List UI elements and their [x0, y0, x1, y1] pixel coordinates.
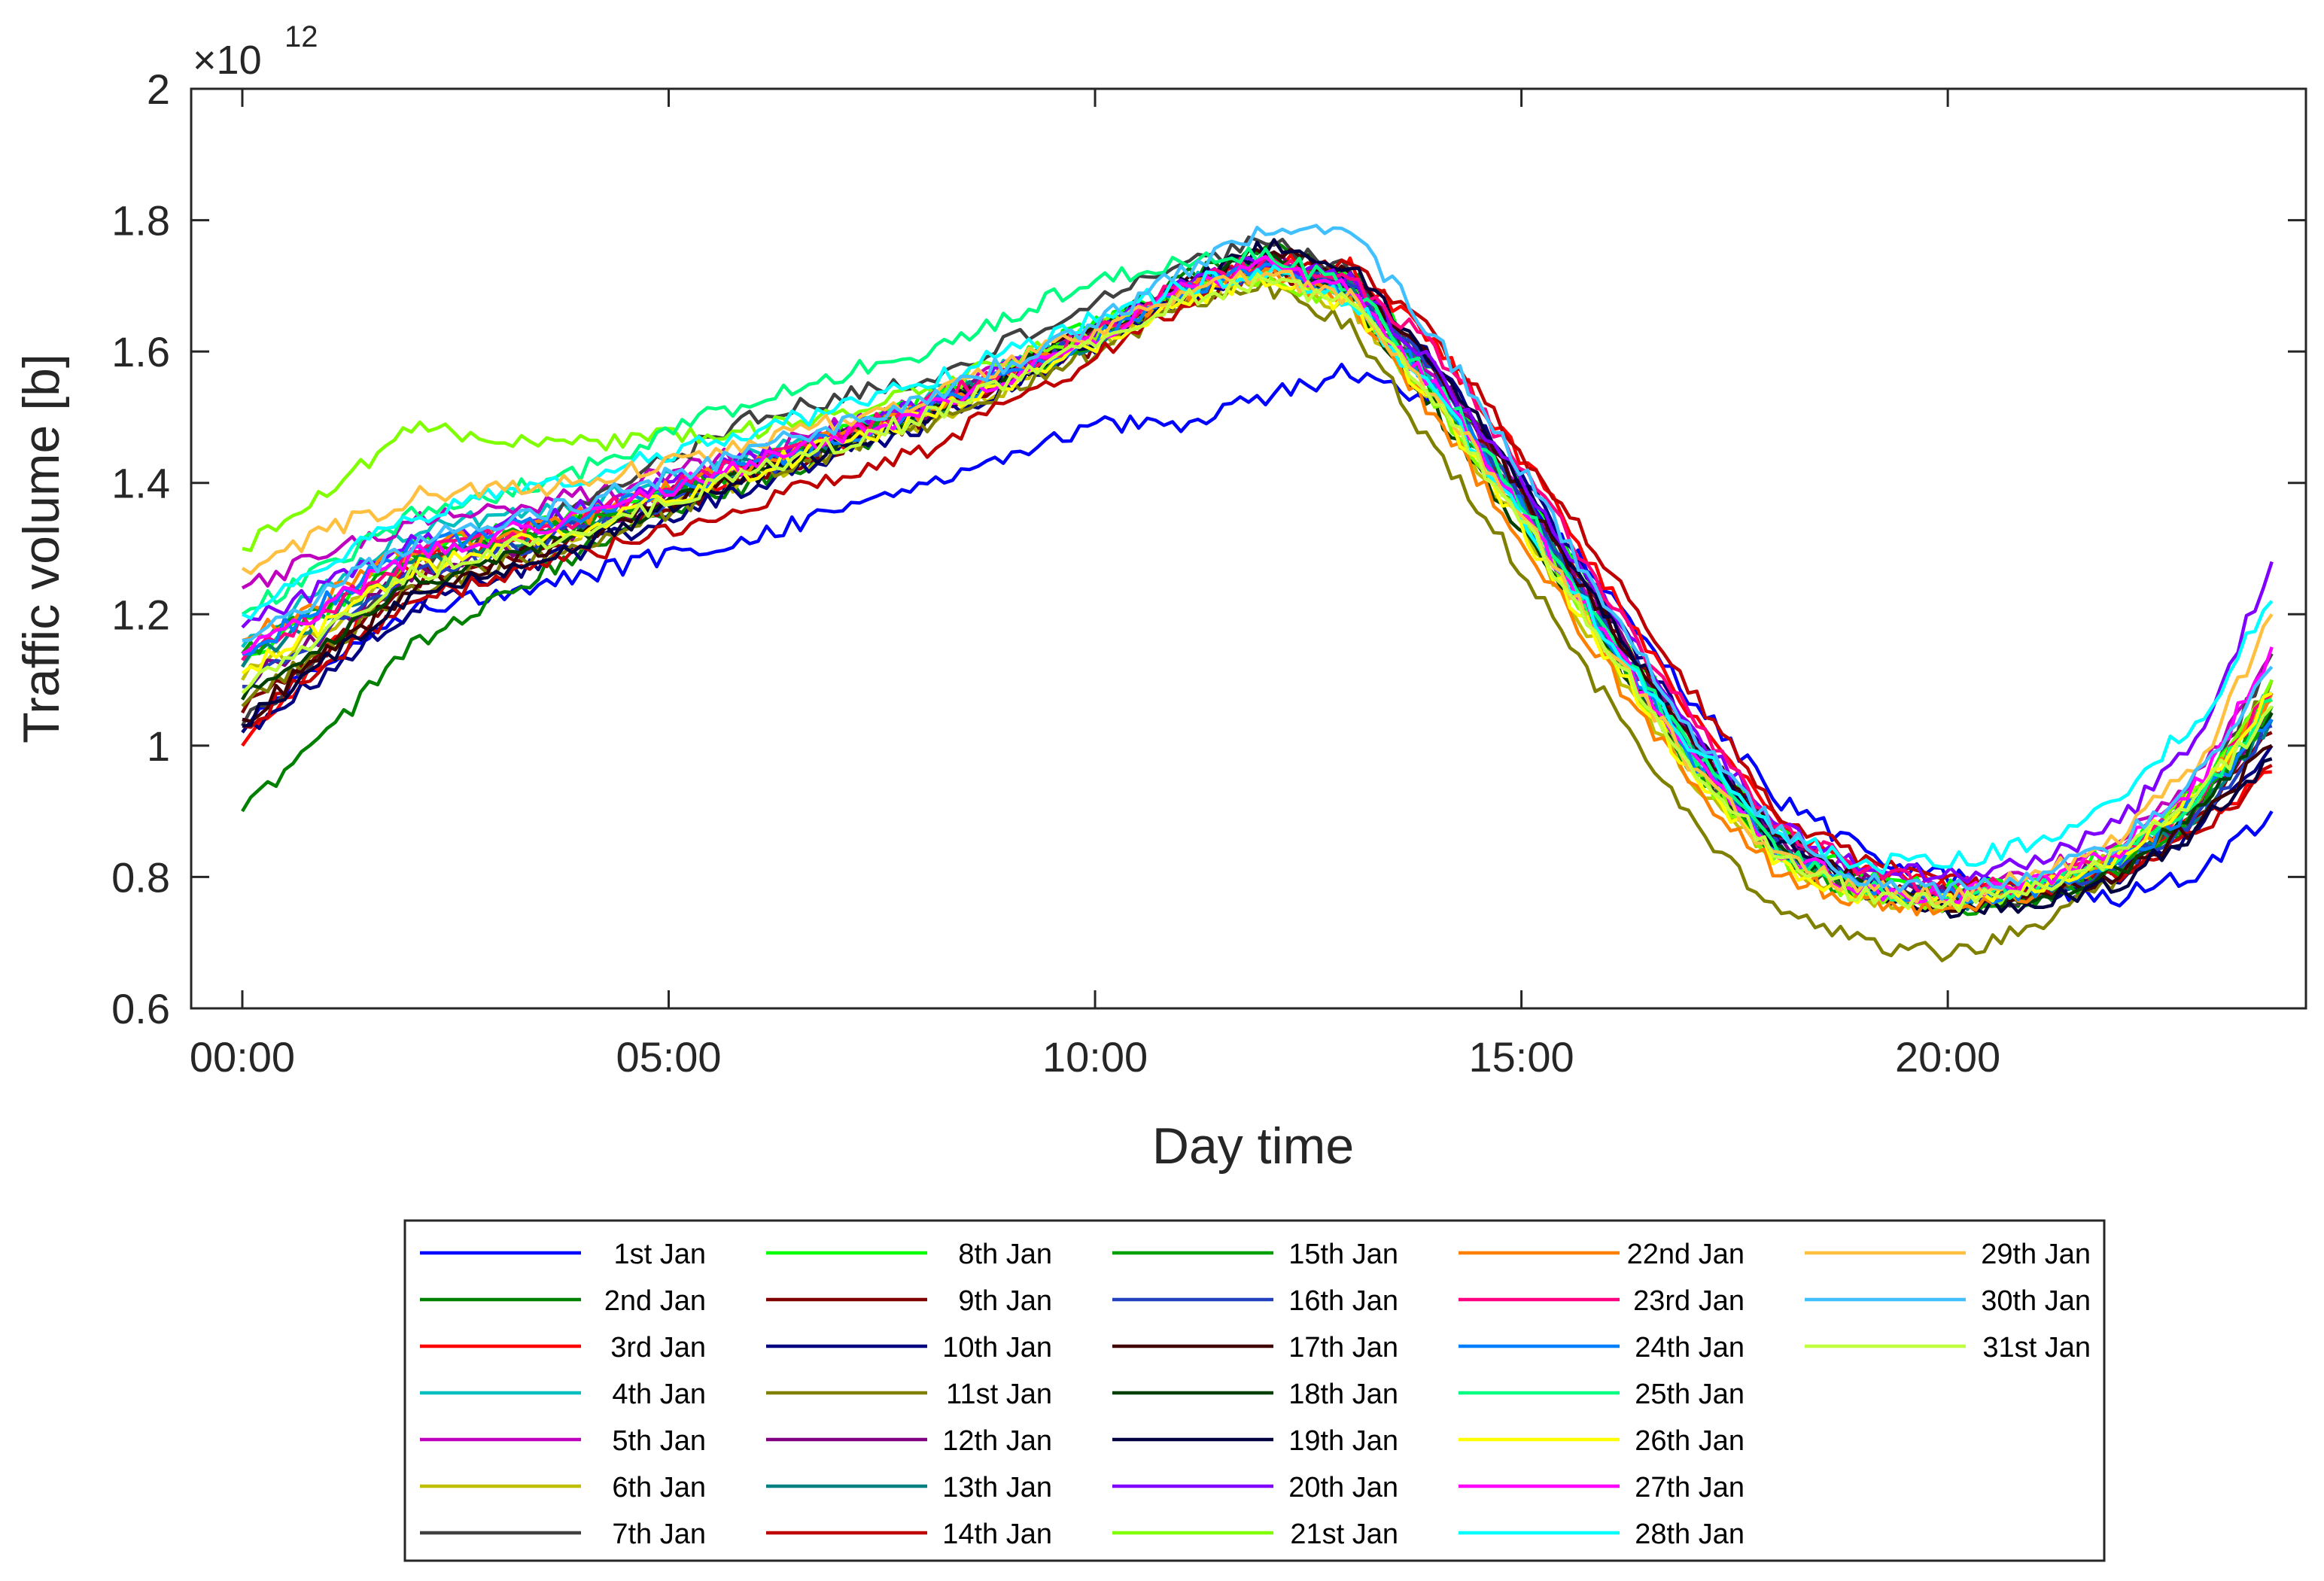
- legend-box: [403, 1219, 2106, 1562]
- legend-label: 4th Jan: [612, 1379, 706, 1410]
- legend-label: 12th Jan: [942, 1425, 1052, 1457]
- legend-label: 31st Jan: [1982, 1332, 2091, 1364]
- legend-label: 9th Jan: [958, 1285, 1052, 1317]
- legend-label: 5th Jan: [612, 1425, 706, 1457]
- series-line: [242, 363, 2274, 908]
- x-tick-label: 15:00: [1469, 1033, 1574, 1081]
- y-tick-label: 1.2: [111, 591, 170, 638]
- legend-label: 7th Jan: [612, 1519, 706, 1550]
- legend-label: 28th Jan: [1635, 1519, 1745, 1550]
- y-tick-label: 1.4: [111, 460, 170, 507]
- legend-label: 24th Jan: [1635, 1332, 1745, 1364]
- y-exponent-base: ×10: [193, 38, 262, 83]
- legend-label: 13th Jan: [942, 1472, 1052, 1503]
- data-lines: [241, 223, 2274, 962]
- y-tick-label: 0.6: [111, 985, 170, 1032]
- y-tick-label: 0.8: [111, 853, 170, 901]
- legend-label: 14th Jan: [942, 1519, 1052, 1550]
- legend-label: 1st Jan: [613, 1239, 706, 1270]
- legend-label: 16th Jan: [1288, 1285, 1398, 1317]
- x-axis-ticks: 00:00 05:00 10:00 15:00 20:00: [190, 89, 2000, 1081]
- y-exponent-power: 12: [284, 20, 318, 53]
- legend-label: 2nd Jan: [604, 1285, 706, 1317]
- y-tick-label: 2: [147, 65, 170, 113]
- legend-label: 30th Jan: [1981, 1285, 2091, 1317]
- legend-label: 21st Jan: [1290, 1519, 1398, 1550]
- x-tick-label: 00:00: [190, 1033, 295, 1081]
- legend-label: 10th Jan: [942, 1332, 1052, 1364]
- y-tick-label: 1.6: [111, 328, 170, 375]
- legend-label: 29th Jan: [1981, 1239, 2091, 1270]
- x-tick-label: 05:00: [616, 1033, 721, 1081]
- x-tick-label: 10:00: [1042, 1033, 1148, 1081]
- x-axis-title: Day time: [1152, 1117, 1354, 1175]
- x-tick-label: 20:00: [1895, 1033, 2000, 1081]
- y-tick-label: 1.8: [111, 197, 170, 245]
- legend: 1st Jan 2nd Jan 3rd Jan 4th Jan 5th Jan 6th J…: [420, 1239, 2091, 1550]
- y-tick-label: 1: [147, 722, 170, 770]
- series-line: [241, 270, 2273, 911]
- legend-label: 22nd Jan: [1627, 1239, 1745, 1270]
- legend-label: 8th Jan: [958, 1239, 1052, 1270]
- legend-label: 19th Jan: [1288, 1425, 1398, 1457]
- series-line: [241, 274, 2274, 913]
- legend-label: 17th Jan: [1288, 1332, 1398, 1364]
- legend-label: 26th Jan: [1635, 1425, 1745, 1457]
- legend-label: 18th Jan: [1288, 1379, 1398, 1410]
- legend-label: 20th Jan: [1288, 1472, 1398, 1503]
- series-line: [242, 264, 2274, 875]
- series-line: [242, 223, 2274, 901]
- legend-label: 6th Jan: [612, 1472, 706, 1503]
- y-axis-ticks: 0.6 0.8 1 1.2 1.4 1.6 1.8 2: [111, 65, 2306, 1032]
- legend-label: 11st Jan: [946, 1379, 1052, 1410]
- legend-label: 3rd Jan: [610, 1332, 706, 1364]
- legend-label: 23rd Jan: [1633, 1285, 1745, 1317]
- legend-label: 25th Jan: [1635, 1379, 1745, 1410]
- legend-label: 27th Jan: [1635, 1472, 1745, 1503]
- plot-frame: [190, 87, 2307, 1010]
- y-axis-title: Traffic volume [b]: [13, 354, 70, 743]
- legend-label: 15th Jan: [1288, 1239, 1398, 1270]
